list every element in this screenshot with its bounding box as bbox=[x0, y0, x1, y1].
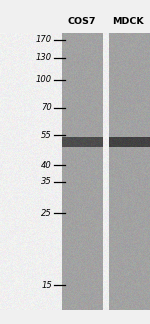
Text: 40: 40 bbox=[41, 160, 52, 169]
Text: MDCK: MDCK bbox=[112, 17, 144, 27]
Text: 25: 25 bbox=[41, 209, 52, 217]
Text: 100: 100 bbox=[36, 75, 52, 85]
Text: COS7: COS7 bbox=[68, 17, 96, 27]
Text: 130: 130 bbox=[36, 53, 52, 63]
Text: 15: 15 bbox=[41, 281, 52, 290]
Text: 55: 55 bbox=[41, 131, 52, 140]
Text: 35: 35 bbox=[41, 178, 52, 187]
Text: 170: 170 bbox=[36, 36, 52, 44]
Text: 70: 70 bbox=[41, 103, 52, 112]
